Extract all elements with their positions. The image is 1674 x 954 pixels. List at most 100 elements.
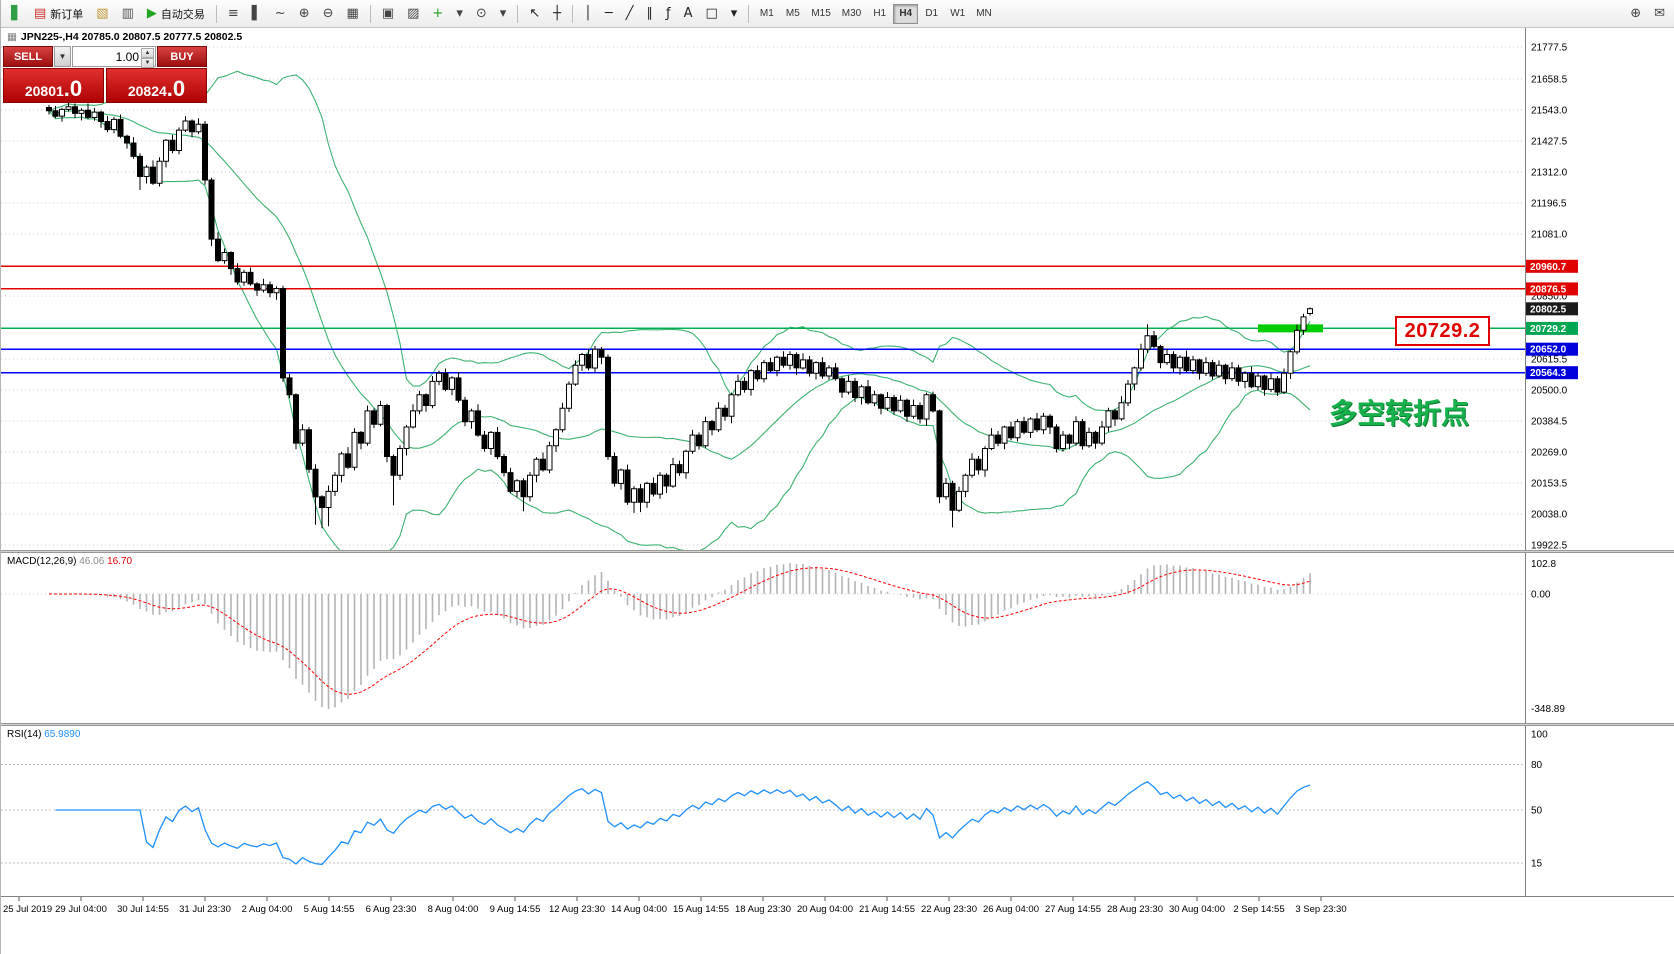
search-button[interactable]: ⊕: [1624, 3, 1647, 25]
price-tag-label: 20802.5: [1530, 304, 1567, 315]
price-axis-label: 21196.5: [1531, 199, 1567, 210]
time-axis-canvas[interactable]: 25 Jul 2019 29 Jul 04:00 30 Jul 14:55 31 Ju…: [1, 896, 1674, 954]
timeframe-M15[interactable]: M15: [806, 4, 835, 24]
sell-button[interactable]: SELL: [3, 46, 53, 67]
new-order-icon: ▤: [34, 6, 47, 21]
app-button[interactable]: ▋: [5, 3, 27, 25]
horizontal-line-button[interactable]: ─: [599, 3, 619, 25]
macd-signal-line: [48, 567, 1311, 695]
timeframe-M1[interactable]: M1: [754, 4, 779, 24]
auto-trading-label: 自动交易: [160, 7, 205, 21]
price-axis-label: 20269.0: [1531, 448, 1568, 459]
time-axis-label: 21 Aug 14:55: [859, 904, 915, 915]
tile-windows-button[interactable]: ▦: [341, 3, 365, 25]
rsi-canvas[interactable]: 100 80 50 15: [1, 726, 1674, 896]
macd-canvas[interactable]: 102.8 0.00 -348.89: [1, 553, 1674, 723]
stepper-down-icon[interactable]: ▼: [141, 58, 154, 68]
zoom-out-icon: ⊖: [322, 6, 334, 21]
timeframe-D1[interactable]: D1: [919, 4, 944, 24]
price-axis-label: 20153.5: [1531, 479, 1568, 490]
rsi-label: RSI(14) 65.9890: [7, 729, 80, 740]
line-chart-button[interactable]: ~: [269, 3, 292, 25]
profiles-button[interactable]: ▧: [90, 3, 114, 25]
period-button[interactable]: ⊙: [470, 3, 493, 25]
one-click-trade-panel: SELL ▼ ▲ ▼ BUY 20801.0 20824.0: [3, 46, 207, 103]
chevron-down-icon: ▼: [58, 52, 67, 61]
timeframe-H4[interactable]: H4: [893, 3, 919, 24]
price-axis-label: 20850.0: [1531, 292, 1568, 303]
price-callout-box[interactable]: 20729.2: [1395, 316, 1490, 346]
crosshair-icon: ┼: [553, 6, 562, 21]
volume-presets-dropdown[interactable]: ▼: [54, 46, 71, 67]
price-axis-label: 20615.5: [1531, 355, 1568, 366]
buy-price-frac: .0: [166, 75, 186, 101]
text-button[interactable]: A: [678, 3, 699, 25]
toolbar-sep: [572, 4, 574, 23]
pane-splitter[interactable]: [1, 723, 1674, 726]
market-watch-icon: ▥: [121, 6, 134, 21]
time-axis-label: 9 Aug 14:55: [490, 904, 541, 915]
auto-trading-button[interactable]: ▶ 自动交易: [141, 3, 211, 25]
toolbar-sep: [215, 4, 217, 23]
text-icon: A: [683, 6, 693, 21]
auto-arrange-button[interactable]: ▣: [376, 3, 400, 25]
volume-input[interactable]: [73, 47, 155, 66]
fibonacci-icon: ƒ: [666, 6, 671, 21]
macd-scale-label: 102.8: [1531, 559, 1556, 570]
shapes-icon: ▾: [730, 6, 738, 21]
rsi-value: 65.9890: [44, 729, 81, 740]
rsi-scale-label: 50: [1531, 806, 1543, 817]
vertical-line-button[interactable]: │: [578, 3, 598, 25]
time-axis-label: 30 Jul 14:55: [117, 904, 169, 915]
rsi-name: RSI(14): [7, 729, 42, 740]
shapes-button[interactable]: ▾: [725, 3, 744, 25]
trendline-button[interactable]: ╱: [620, 3, 640, 25]
crosshair-button[interactable]: ┼: [547, 3, 567, 25]
chart-shift-button[interactable]: ▨: [401, 3, 425, 25]
indicators-dropdown-icon: ▾: [456, 6, 463, 21]
search-icon: ⊕: [1630, 6, 1642, 21]
templates-button[interactable]: ▾: [494, 3, 513, 25]
pane-splitter[interactable]: [1, 550, 1674, 553]
vertical-line-icon: │: [584, 6, 592, 21]
bar-chart-icon: ≡: [227, 6, 239, 21]
time-axis-label: 31 Jul 23:30: [179, 904, 231, 915]
macd-name: MACD(12,26,9): [7, 556, 77, 567]
price-chart-canvas[interactable]: 21777.5 21658.5 21543.0 21427.5 21312.0 21196…: [1, 28, 1674, 550]
indicators-dropdown-button[interactable]: ▾: [450, 3, 469, 25]
price-tag: [1526, 321, 1578, 335]
time-axis-label: 8 Aug 04:00: [428, 904, 479, 915]
period-icon: ⊙: [475, 6, 487, 21]
toolbar-sep: [517, 4, 519, 23]
indicators-button[interactable]: +: [426, 3, 449, 25]
candle-wicks: [48, 100, 1311, 529]
horizontal-line-icon: ─: [604, 6, 613, 21]
timeframe-W1[interactable]: W1: [945, 4, 970, 24]
zoom-out-button[interactable]: ⊖: [317, 3, 340, 25]
candlestick-chart-button[interactable]: ▌: [246, 3, 268, 25]
timeframe-MN[interactable]: MN: [971, 4, 997, 24]
timeframe-H1[interactable]: H1: [867, 4, 892, 24]
label-button[interactable]: □: [699, 3, 723, 25]
buy-price-box[interactable]: 20824.0: [106, 68, 207, 103]
new-order-button[interactable]: ▤ 新订单: [28, 3, 89, 25]
timeframe-M30[interactable]: M30: [837, 4, 866, 24]
price-tag-label: 20876.5: [1530, 284, 1567, 295]
stepper-up-icon[interactable]: ▲: [141, 48, 154, 58]
timeframe-M5[interactable]: M5: [780, 4, 805, 24]
bar-chart-button[interactable]: ≡: [222, 3, 245, 25]
turning-point-annotation[interactable]: 多空转折点: [1329, 397, 1470, 430]
time-axis-label: 15 Aug 14:55: [673, 904, 729, 915]
cursor-button[interactable]: ↖: [523, 3, 546, 25]
market-watch-button[interactable]: ▥: [116, 3, 140, 25]
sell-price-box[interactable]: 20801.0: [3, 68, 104, 103]
trade-panel-controls: SELL ▼ ▲ ▼ BUY: [3, 46, 207, 68]
channel-button[interactable]: ∥: [641, 3, 660, 25]
chat-button[interactable]: ✉: [1648, 3, 1671, 25]
trade-panel-prices: 20801.0 20824.0: [3, 68, 207, 103]
zoom-in-button[interactable]: ⊕: [293, 3, 316, 25]
fibonacci-button[interactable]: ƒ: [660, 3, 677, 25]
profiles-icon: ▧: [96, 6, 109, 21]
buy-button[interactable]: BUY: [157, 46, 207, 67]
price-tag: [1526, 282, 1578, 296]
